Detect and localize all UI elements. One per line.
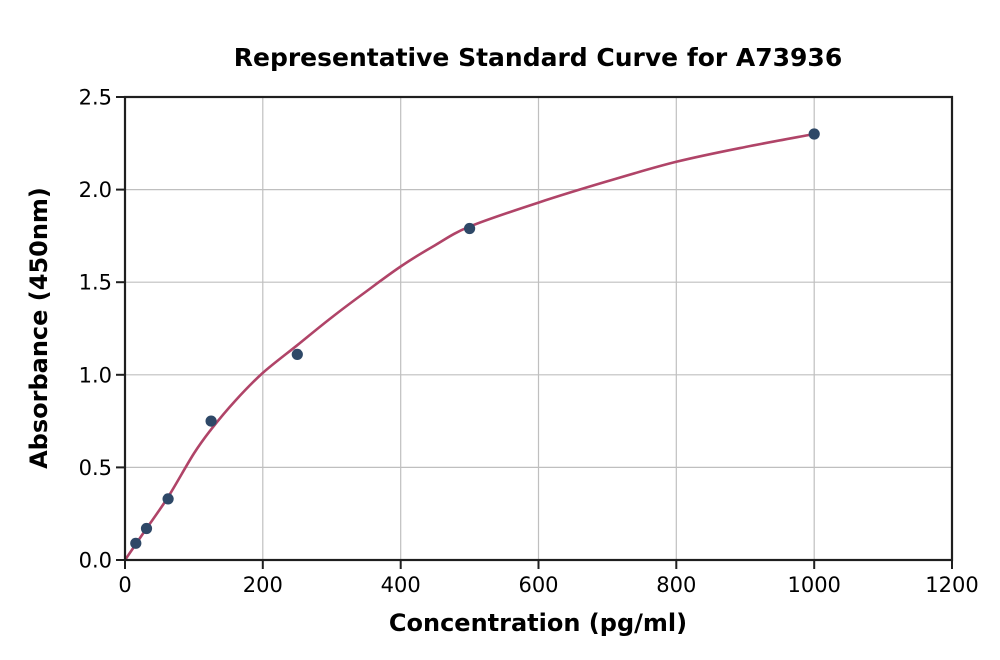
x-axis-label: Concentration (pg/ml) [389, 609, 687, 637]
data-point [205, 415, 217, 427]
data-point [291, 348, 303, 360]
grid-layer [125, 97, 952, 560]
data-point [140, 522, 153, 535]
fit-curve [123, 132, 816, 562]
x-tick-label: 1000 [787, 573, 840, 597]
data-point [162, 493, 174, 505]
ticks-layer: 0 200 400 600 800 1000 1200 0.0 0.5 1.0 1.5 2.0 2.5 [79, 86, 979, 598]
x-tick-label: 1200 [925, 573, 978, 597]
y-tick-label: 0.0 [79, 549, 112, 573]
y-tick-label: 1.5 [79, 271, 112, 295]
x-tick-label: 800 [656, 573, 696, 597]
data-point [808, 128, 820, 140]
data-point [130, 537, 142, 549]
x-tick-label: 0 [118, 573, 131, 597]
x-tick-label: 600 [518, 573, 558, 597]
y-tick-label: 2.5 [79, 86, 112, 110]
chart-title: Representative Standard Curve for A73936 [234, 43, 842, 72]
y-tick-label: 0.5 [79, 456, 112, 480]
y-axis-label: Absorbance (450nm) [25, 187, 53, 469]
y-tick-label: 1.0 [79, 363, 112, 387]
y-tick-label: 2.0 [79, 178, 112, 202]
data-point [464, 222, 476, 235]
points-layer [130, 128, 820, 549]
x-tick-label: 200 [243, 573, 283, 597]
x-tick-label: 400 [381, 573, 421, 597]
